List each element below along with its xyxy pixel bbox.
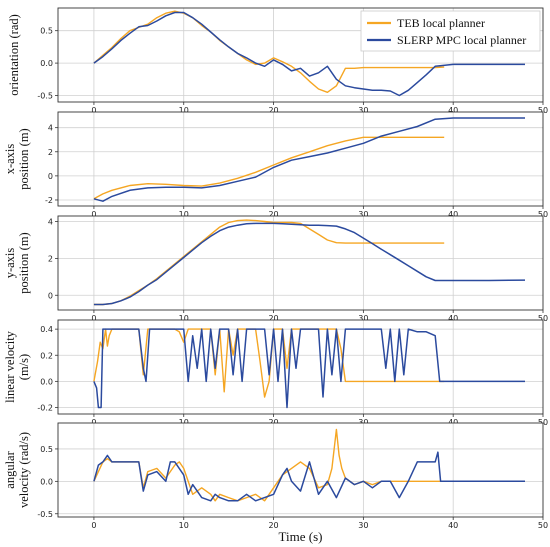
y-tick-label: 4: [48, 124, 53, 133]
x-tick-label: 20: [268, 521, 278, 530]
x-tick-label: 10: [179, 210, 189, 219]
x-tick-label: 30: [358, 210, 368, 219]
x-tick-label: 10: [179, 314, 189, 323]
legend-entry-teb: TEB local planner: [397, 16, 485, 30]
panel-5: 0 10 20 30 40 50 -0.5 0.0 0.5 angular velocity (ra…: [3, 422, 548, 530]
x-tick-label: 50: [538, 210, 548, 219]
panel-2: 0 10 20 30 40 50 -2 0 2 4 x-axis position (m): [3, 111, 548, 219]
y-axis-label: x-axis: [3, 144, 17, 175]
x-tick-label: 30: [358, 521, 368, 530]
axes-frame: [57, 422, 544, 518]
x-tick-label: 0: [91, 418, 96, 427]
x-tick-label: 50: [538, 418, 548, 427]
y-tick-label: 0.2: [40, 351, 53, 360]
x-tick-label: 0: [91, 210, 96, 219]
panel-1: 0 10 20 30 40 50 -0.5 0.0 0.5 orientation (rad) TE…: [7, 7, 548, 115]
series-line-teb: [93, 136, 445, 200]
axes-frame: [57, 215, 544, 311]
x-tick-label: 20: [268, 418, 278, 427]
y-axis-label: orientation (rad): [7, 14, 21, 96]
panel-4: 0 10 20 30 40 50 -0.2 0.0 0.2 0.4 linear velocity(…: [3, 319, 548, 427]
series-line-slerp-mpc: [93, 451, 525, 502]
x-tick-label: 0: [91, 521, 96, 530]
x-tick-label: 30: [358, 106, 368, 115]
x-tick-label: 50: [538, 521, 548, 530]
x-tick-label: 20: [268, 210, 278, 219]
series-line-slerp-mpc: [93, 222, 526, 306]
y-tick-label: 0.0: [40, 477, 53, 486]
y-tick-label: 0.5: [40, 27, 53, 36]
x-tick-label: 40: [448, 521, 458, 530]
y-axis-label: position (m): [17, 232, 31, 293]
y-axis-label: y-axis: [3, 248, 17, 279]
x-tick-label: 40: [448, 418, 458, 427]
y-tick-label: -0.5: [37, 510, 53, 519]
x-tick-label: 50: [538, 106, 548, 115]
y-axis-label: angular: [3, 450, 17, 488]
panel-3: 0 10 20 30 40 50 0 2 4 y-axis position (m): [3, 215, 548, 323]
x-tick-label: 0: [91, 106, 96, 115]
axes-frame: [57, 7, 544, 103]
x-tick-label: 20: [268, 106, 278, 115]
x-tick-label: 30: [358, 418, 368, 427]
y-tick-label: 0.5: [40, 445, 53, 454]
y-tick-label: 0.4: [40, 325, 53, 334]
x-tick-label: 20: [268, 314, 278, 323]
panel-background: [58, 423, 543, 517]
panel-background: [58, 216, 543, 310]
x-tick-label: 40: [448, 210, 458, 219]
x-tick-label: 40: [448, 314, 458, 323]
legend-box: [360, 10, 541, 52]
legend: TEB local planner SLERP MPC local planner: [360, 10, 541, 52]
x-tick-label: 30: [358, 314, 368, 323]
x-tick-label: 40: [448, 106, 458, 115]
x-tick-label: 10: [179, 106, 189, 115]
y-tick-label: 2: [48, 148, 53, 157]
y-axis-label: linear velocity: [3, 330, 17, 403]
y-axis-label: (m/s): [17, 354, 31, 380]
series-line-slerp-mpc: [93, 117, 525, 202]
y-tick-label: -0.5: [37, 92, 53, 101]
y-tick-label: 0: [48, 291, 53, 300]
x-axis-label: Time (s): [279, 529, 323, 544]
y-tick-label: 0: [48, 172, 53, 181]
y-tick-label: -0.2: [37, 403, 53, 412]
y-tick-label: 0.0: [40, 59, 53, 68]
axes-frame: [57, 111, 544, 207]
y-tick-label: -2: [45, 196, 53, 205]
y-tick-label: 2: [48, 254, 53, 263]
y-axis-label: position (m): [17, 128, 31, 189]
y-axis-label: velocity (rad/s): [17, 432, 31, 508]
y-tick-label: 0.0: [40, 377, 53, 386]
y-tick-label: 4: [48, 218, 53, 227]
x-tick-label: 50: [538, 314, 548, 323]
series-line-slerp-mpc: [93, 328, 525, 409]
x-tick-label: 0: [91, 314, 96, 323]
axes-frame: [57, 319, 544, 415]
series-line-slerp-mpc: [93, 11, 525, 97]
legend-entry-slerp-mpc: SLERP MPC local planner: [397, 33, 526, 47]
x-tick-label: 10: [179, 418, 189, 427]
x-tick-label: 10: [179, 521, 189, 530]
